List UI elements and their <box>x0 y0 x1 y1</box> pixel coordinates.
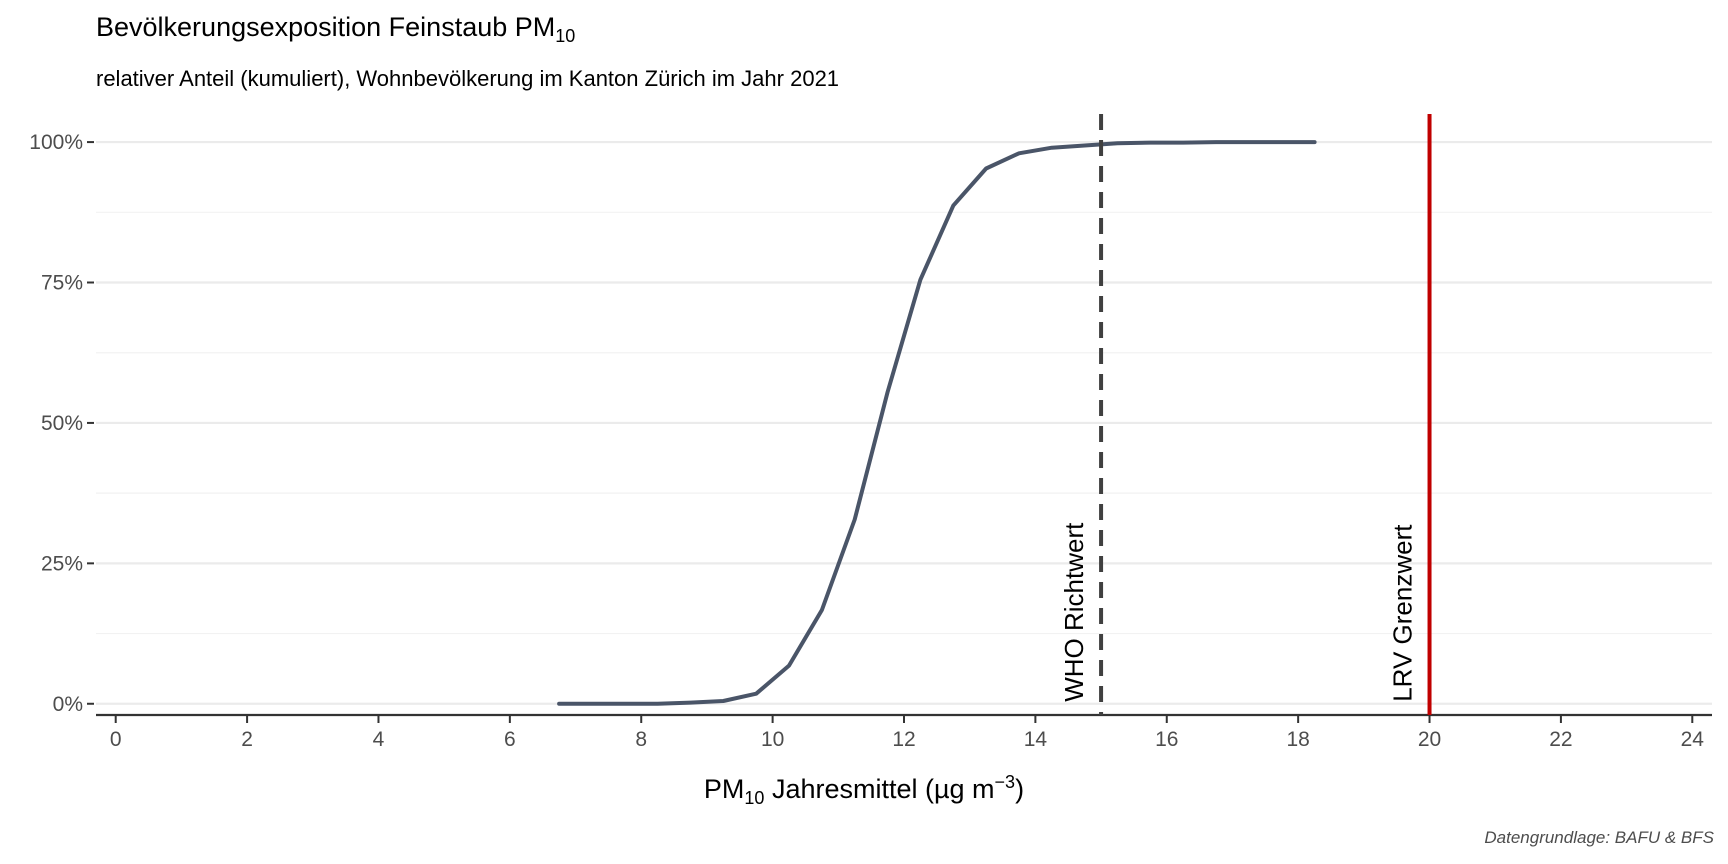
source-caption: Datengrundlage: BAFU & BFS <box>1484 828 1714 847</box>
x-axis-label: PM10 Jahresmittel (µg m−3) <box>703 772 1025 808</box>
y-tick-label: 100% <box>29 131 83 154</box>
x-tick-label: 8 <box>635 728 647 751</box>
x-tick-label: 18 <box>1286 728 1309 751</box>
x-tick-label: 0 <box>110 728 122 751</box>
x-tick-label: 12 <box>892 728 915 751</box>
y-tick-label: 75% <box>41 272 83 295</box>
chart-subtitle: relativer Anteil (kumuliert), Wohnbevölk… <box>96 66 840 91</box>
lrv-grenzwert-label: LRV Grenzwert <box>1388 524 1418 702</box>
y-tick-label: 50% <box>41 412 83 435</box>
x-tick-label: 10 <box>761 728 784 751</box>
x-tick-label: 2 <box>241 728 253 751</box>
y-tick-label: 25% <box>41 552 83 575</box>
x-tick-label: 4 <box>373 728 385 751</box>
x-tick-label: 22 <box>1549 728 1572 751</box>
cumulative-exposure-line <box>557 140 1317 706</box>
y-tick-label: 0% <box>53 693 83 716</box>
x-tick-label: 24 <box>1681 728 1705 751</box>
x-tick-label: 14 <box>1024 728 1048 751</box>
x-tick-label: 6 <box>504 728 516 751</box>
x-tick-label: 16 <box>1155 728 1178 751</box>
chart-title: Bevölkerungsexposition Feinstaub PM10 <box>96 12 576 46</box>
x-tick-label: 20 <box>1418 728 1441 751</box>
who-richtwert-label: WHO Richtwert <box>1059 522 1089 702</box>
